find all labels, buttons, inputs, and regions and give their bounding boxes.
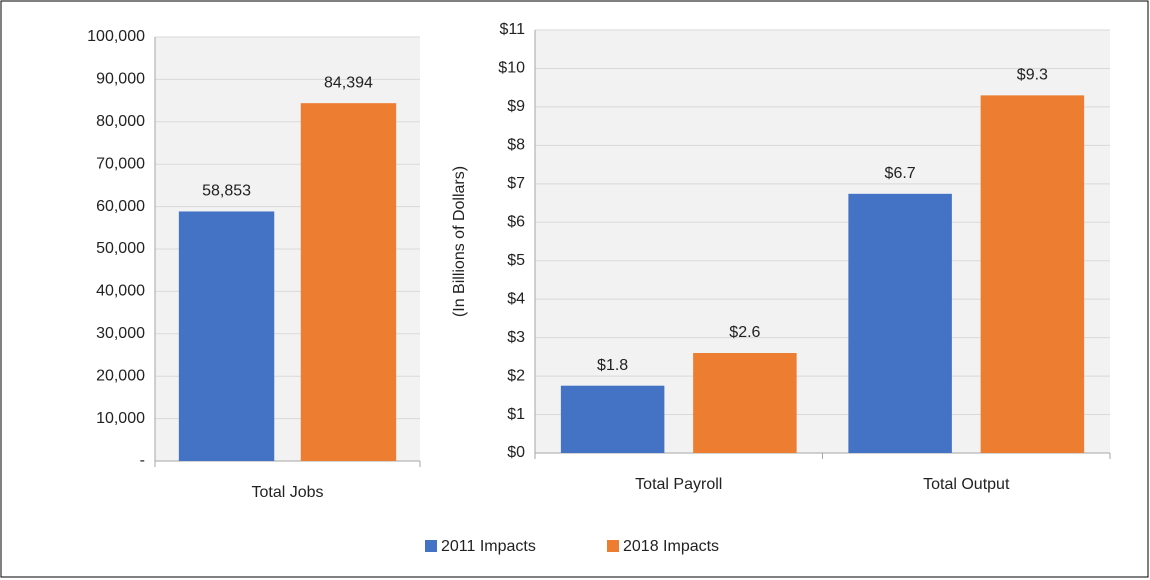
data-label: $9.3 [1017,67,1048,84]
data-label: 84,394 [324,74,373,91]
y-tick-label: $2 [507,367,525,384]
y-tick-label: $11 [499,21,525,38]
legend-swatch [425,540,437,552]
bar [980,95,1085,453]
data-label: $2.6 [729,324,760,341]
y-tick-label: 50,000 [96,240,145,257]
y-tick-label: $4 [507,290,525,307]
y-axis-label: (In Billions of Dollars) [451,166,468,317]
y-tick-label: - [140,452,145,469]
y-tick-label: 90,000 [96,71,145,88]
x-tick-label: Total Payroll [635,476,722,493]
y-tick-label: $1 [507,406,525,423]
bar [693,353,797,453]
y-tick-label: 10,000 [96,410,145,427]
y-tick-label: $6 [507,213,525,230]
y-tick-label: $8 [507,137,525,154]
x-tick-label: Total Jobs [251,484,323,501]
data-label: 58,853 [202,183,251,200]
y-tick-label: $9 [507,98,525,115]
y-tick-label: $7 [507,175,525,192]
bar [848,193,952,454]
y-tick-label: 60,000 [96,198,145,215]
y-tick-label: 70,000 [96,155,145,172]
y-tick-label: 100,000 [87,28,145,45]
y-tick-label: $3 [507,329,525,346]
y-tick-label: 80,000 [96,113,145,130]
y-tick-label: $5 [507,252,525,269]
legend-label: 2011 Impacts [441,538,536,555]
bar [560,385,665,453]
y-tick-label: 20,000 [96,367,145,384]
legend-swatch [607,540,619,552]
y-tick-label: $0 [507,444,525,461]
bar [178,211,275,461]
y-tick-label: $10 [498,60,525,77]
x-tick-label: Total Output [923,476,1010,493]
bar [300,103,397,462]
data-label: $1.8 [597,357,628,374]
data-label: $6.7 [885,165,916,182]
y-tick-label: 40,000 [96,283,145,300]
y-tick-label: 30,000 [96,325,145,342]
legend-label: 2018 Impacts [623,538,719,555]
